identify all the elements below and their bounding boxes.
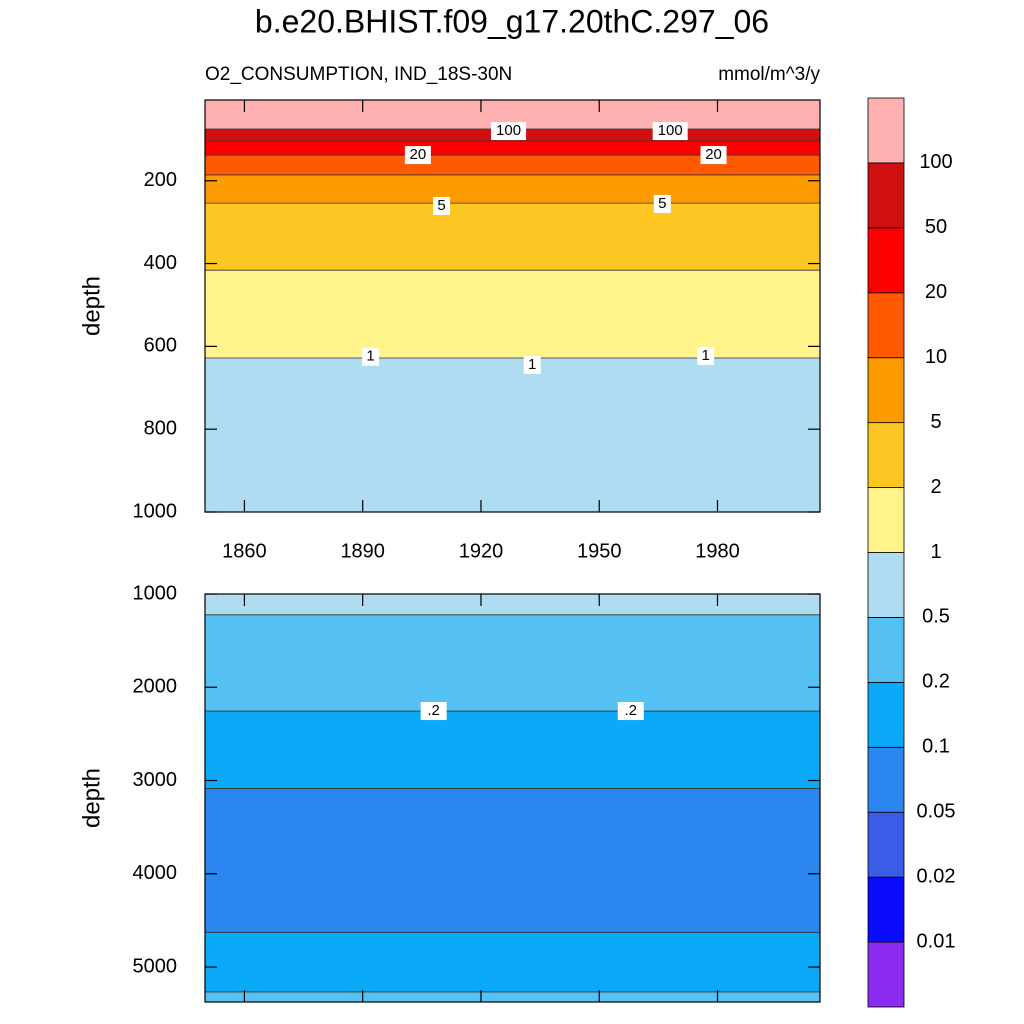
contour-label-text: 1 — [702, 347, 710, 364]
y-axis-title: depth — [78, 276, 105, 336]
colorbar-label: 0.02 — [917, 865, 956, 887]
contour-fill — [205, 932, 820, 992]
colorbar-box — [867, 876, 905, 943]
y-tick-label: 1000 — [133, 500, 178, 522]
contour-label-box — [653, 194, 671, 213]
colorbar-label: 2 — [930, 476, 941, 498]
colorbar-label: 5 — [930, 411, 941, 433]
contour-label-text: 100 — [496, 122, 521, 139]
contour-fill — [205, 357, 820, 512]
colorbar-box — [867, 552, 905, 618]
contour-fill — [205, 155, 820, 175]
y-tick-label: 2000 — [133, 676, 178, 698]
figure-title: b.e20.BHIST.f09_g17.20thC.297_06 — [255, 3, 769, 39]
y-tick-label: 200 — [144, 169, 177, 191]
x-tick-label: 1920 — [459, 540, 504, 562]
contour-label-box — [404, 146, 431, 165]
contour-label: 100 — [491, 122, 527, 141]
contour-label-box — [697, 346, 715, 365]
units-label: mmol/m^3/y — [718, 64, 820, 85]
contour-label: 20 — [700, 146, 727, 165]
x-tick-label: 1860 — [222, 540, 267, 562]
plot-frame — [204, 593, 821, 1003]
y-tick-label: 1000 — [133, 582, 178, 604]
y-axis-title: depth — [78, 768, 105, 828]
contour-label-text: .2 — [427, 702, 440, 719]
y-tick-label: 800 — [144, 417, 177, 439]
contour-label: 100 — [652, 122, 688, 141]
colorbar-box — [867, 811, 905, 878]
contour-label: 1 — [362, 347, 380, 366]
contour-label-text: 5 — [437, 197, 445, 214]
contour-fill — [205, 711, 820, 789]
colorbar-box — [867, 746, 905, 813]
colorbar-box — [867, 97, 905, 164]
y-tick-label: 400 — [144, 252, 177, 274]
contour-label-box — [523, 356, 541, 375]
x-tick-label: 1890 — [340, 540, 385, 562]
contour-fill — [205, 594, 820, 615]
colorbar-label: 0.01 — [917, 930, 956, 952]
contour-fill — [205, 614, 820, 712]
y-tick-label: 5000 — [133, 955, 178, 977]
contour-fill — [205, 991, 820, 1002]
colorbar-box — [867, 422, 905, 488]
colorbar-label: 0.05 — [917, 800, 956, 822]
subtitle: O2_CONSUMPTION, IND_18S-30N — [205, 64, 512, 85]
contour-label-box — [700, 146, 727, 165]
contour-label: 20 — [404, 146, 431, 165]
colorbar-box — [867, 162, 905, 229]
contour-label-box — [433, 197, 451, 216]
contour-label: 5 — [433, 197, 451, 216]
contour-fill — [205, 270, 820, 358]
colorbar-label: 50 — [925, 216, 947, 238]
colorbar-label: 0.1 — [922, 736, 950, 758]
contour-label: .2 — [617, 702, 644, 721]
contour-label-box — [362, 347, 380, 366]
contour-label-text: 1 — [528, 356, 536, 373]
colorbar-label: 1 — [930, 541, 941, 563]
y-tick-label: 4000 — [133, 862, 178, 884]
colorbar-box — [867, 941, 905, 1008]
contour-fill — [205, 203, 820, 271]
y-tick-label: 600 — [144, 335, 177, 357]
contour-label: .2 — [420, 702, 447, 721]
contour-label-text: 1 — [366, 348, 374, 365]
contour-fill — [205, 174, 820, 204]
contour-label-text: 20 — [705, 146, 722, 163]
colorbar-box — [867, 357, 905, 424]
contour-label-text: 5 — [658, 195, 666, 212]
colorbar-label: 0.5 — [922, 606, 950, 628]
contour-label-box — [491, 122, 527, 141]
contour-label-box — [420, 702, 447, 721]
plot-frame — [204, 99, 821, 513]
contour-label: 5 — [653, 194, 671, 213]
x-tick-label: 1980 — [695, 540, 740, 562]
y-tick-label: 3000 — [133, 769, 178, 791]
x-tick-label: 1950 — [577, 540, 622, 562]
contour-fill — [205, 788, 820, 933]
colorbar-label: 0.2 — [922, 671, 950, 693]
contour-label-box — [652, 122, 688, 141]
contour-label-text: .2 — [625, 702, 638, 719]
contour-label-text: 100 — [658, 122, 683, 139]
colorbar-label: 20 — [925, 281, 947, 303]
contour-label: 1 — [523, 356, 541, 375]
colorbar-box — [867, 227, 905, 294]
colorbar-label: 100 — [919, 151, 952, 173]
colorbar-box — [867, 617, 905, 683]
contour-label: 1 — [697, 346, 715, 365]
contour-label-box — [617, 702, 644, 721]
colorbar-label: 10 — [925, 346, 947, 368]
colorbar-box — [867, 292, 905, 359]
contour-label-text: 20 — [410, 146, 427, 163]
contour-fill — [205, 140, 820, 156]
colorbar-box — [867, 681, 905, 748]
colorbar-box — [867, 487, 905, 553]
